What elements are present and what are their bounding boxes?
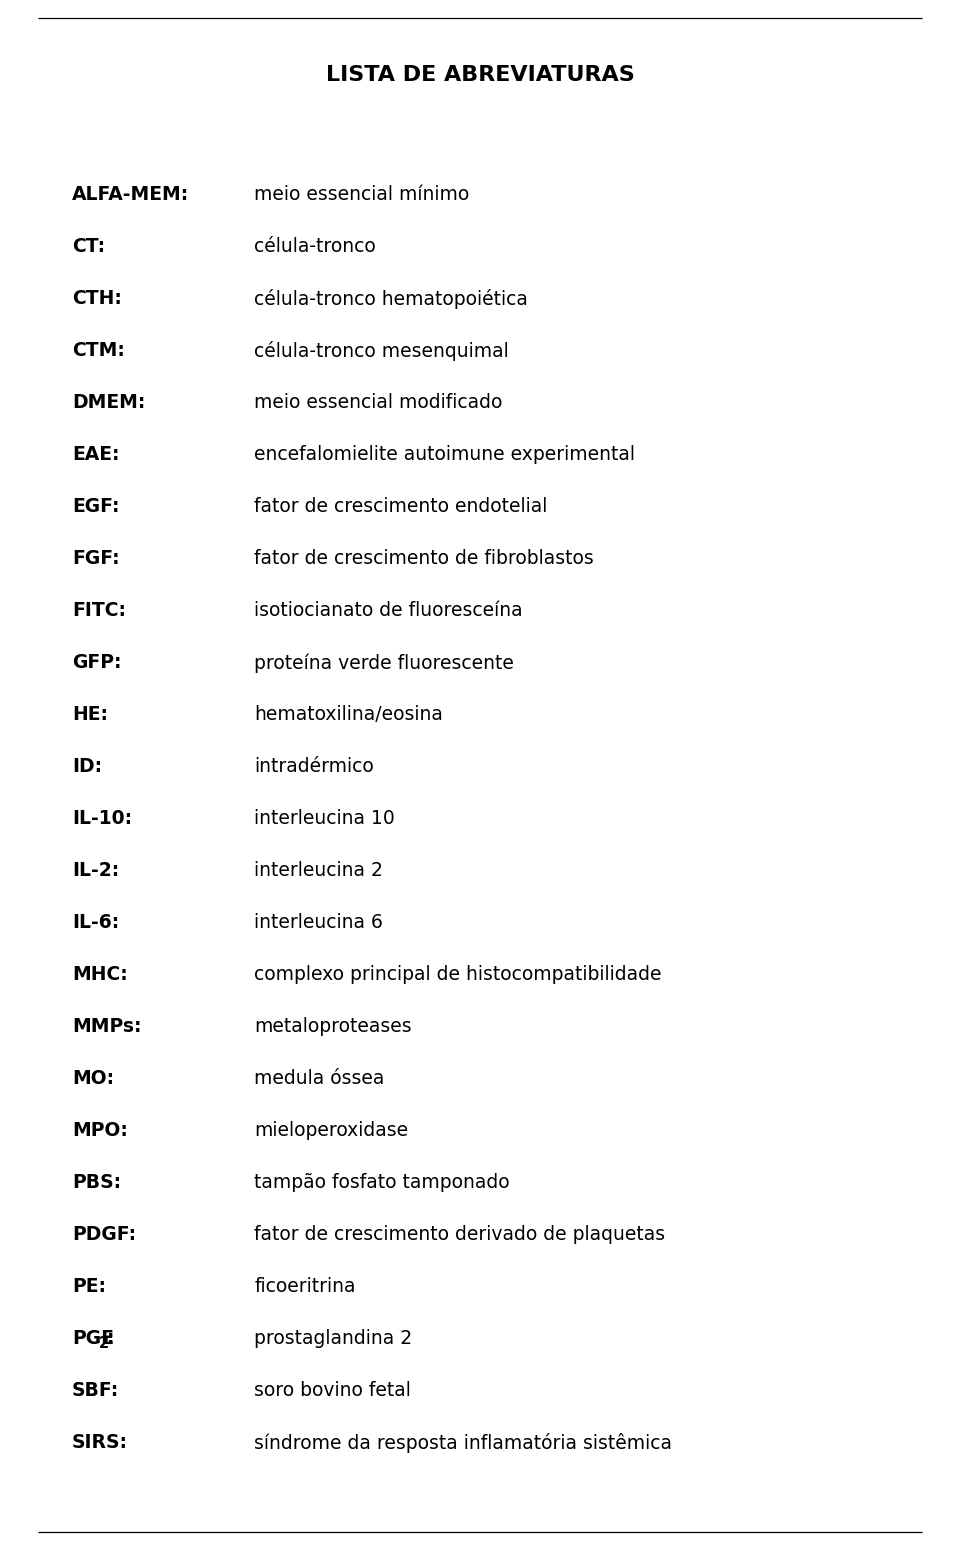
- Text: síndrome da resposta inflamatória sistêmica: síndrome da resposta inflamatória sistêm…: [254, 1434, 672, 1452]
- Text: PE:: PE:: [72, 1277, 106, 1296]
- Text: PBS:: PBS:: [72, 1173, 121, 1192]
- Text: proteína verde fluorescente: proteína verde fluorescente: [254, 653, 515, 673]
- Text: fator de crescimento derivado de plaquetas: fator de crescimento derivado de plaquet…: [254, 1226, 665, 1245]
- Text: CTM:: CTM:: [72, 341, 125, 361]
- Text: SBF:: SBF:: [72, 1381, 119, 1401]
- Text: :: :: [107, 1330, 114, 1348]
- Text: 2: 2: [99, 1336, 108, 1350]
- Text: célula-tronco: célula-tronco: [254, 237, 376, 256]
- Text: intradérmico: intradérmico: [254, 758, 374, 777]
- Text: isotiocianato de fluoresceína: isotiocianato de fluoresceína: [254, 601, 523, 620]
- Text: ID:: ID:: [72, 758, 102, 777]
- Text: célula-tronco mesenquimal: célula-tronco mesenquimal: [254, 341, 509, 361]
- Text: FGF:: FGF:: [72, 550, 120, 569]
- Text: HE:: HE:: [72, 705, 108, 724]
- Text: GFP:: GFP:: [72, 654, 122, 673]
- Text: EAE:: EAE:: [72, 445, 119, 465]
- Text: IL-10:: IL-10:: [72, 809, 132, 829]
- Text: célula-tronco hematopoiética: célula-tronco hematopoiética: [254, 288, 528, 308]
- Text: IL-6:: IL-6:: [72, 913, 119, 933]
- Text: metaloproteases: metaloproteases: [254, 1017, 412, 1037]
- Text: hematoxilina/eosina: hematoxilina/eosina: [254, 705, 444, 724]
- Text: meio essencial modificado: meio essencial modificado: [254, 394, 503, 412]
- Text: medula óssea: medula óssea: [254, 1070, 385, 1088]
- Text: mieloperoxidase: mieloperoxidase: [254, 1122, 409, 1141]
- Text: meio essencial mínimo: meio essencial mínimo: [254, 186, 469, 205]
- Text: LISTA DE ABREVIATURAS: LISTA DE ABREVIATURAS: [325, 65, 635, 85]
- Text: complexo principal de histocompatibilidade: complexo principal de histocompatibilida…: [254, 966, 661, 984]
- Text: ALFA-MEM:: ALFA-MEM:: [72, 186, 189, 205]
- Text: MMPs:: MMPs:: [72, 1017, 141, 1037]
- Text: interleucina 2: interleucina 2: [254, 862, 383, 880]
- Text: CTH:: CTH:: [72, 290, 122, 308]
- Text: fator de crescimento endotelial: fator de crescimento endotelial: [254, 498, 548, 516]
- Text: MO:: MO:: [72, 1070, 114, 1088]
- Text: PDGF:: PDGF:: [72, 1226, 136, 1245]
- Text: MPO:: MPO:: [72, 1122, 128, 1141]
- Text: MHC:: MHC:: [72, 966, 128, 984]
- Text: EGF:: EGF:: [72, 498, 119, 516]
- Text: IL-2:: IL-2:: [72, 862, 119, 880]
- Text: SIRS:: SIRS:: [72, 1434, 128, 1452]
- Text: fator de crescimento de fibroblastos: fator de crescimento de fibroblastos: [254, 550, 594, 569]
- Text: PGE: PGE: [72, 1330, 114, 1348]
- Text: interleucina 6: interleucina 6: [254, 913, 383, 933]
- Text: interleucina 10: interleucina 10: [254, 809, 396, 829]
- Text: tampão fosfato tamponado: tampão fosfato tamponado: [254, 1173, 510, 1192]
- Text: FITC:: FITC:: [72, 601, 126, 620]
- Text: ficoeritrina: ficoeritrina: [254, 1277, 356, 1296]
- Text: soro bovino fetal: soro bovino fetal: [254, 1381, 411, 1401]
- Text: CT:: CT:: [72, 237, 106, 256]
- Text: DMEM:: DMEM:: [72, 394, 145, 412]
- Text: prostaglandina 2: prostaglandina 2: [254, 1330, 413, 1348]
- Text: encefalomielite autoimune experimental: encefalomielite autoimune experimental: [254, 445, 636, 465]
